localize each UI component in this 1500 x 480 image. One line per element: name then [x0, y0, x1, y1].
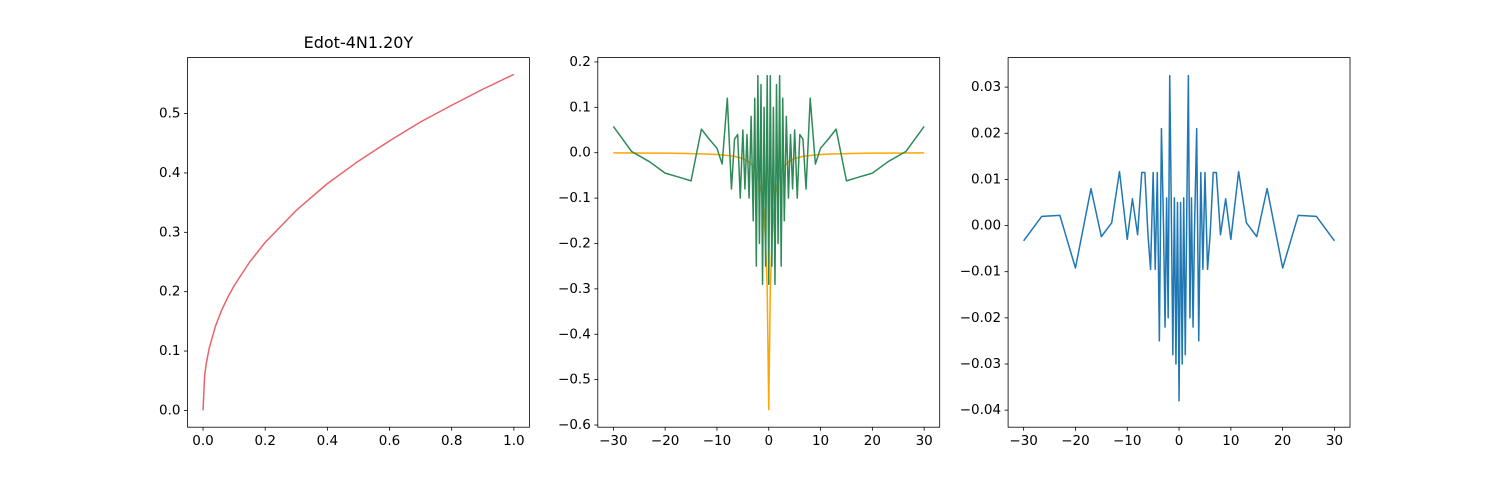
- y-tick-label: 0.03: [971, 79, 1001, 95]
- data-line: [202, 73, 515, 411]
- x-tick-label: 0.6: [379, 433, 400, 449]
- y-tick-label: −0.4: [558, 326, 591, 342]
- y-tick-label: −0.1: [558, 190, 591, 206]
- x-tick-label: 0: [764, 433, 773, 449]
- x-tick-label: 30: [916, 433, 933, 449]
- x-tick-label: 10: [812, 433, 829, 449]
- x-tick-label: 0.2: [254, 433, 275, 449]
- y-tick-label: 0.3: [159, 224, 180, 240]
- y-tick-label: 0.2: [569, 54, 590, 70]
- y-tick-label: −0.2: [558, 235, 591, 251]
- x-tick-label: −20: [1061, 433, 1090, 449]
- x-tick-label: 30: [1326, 433, 1343, 449]
- y-tick-label: 0.0: [569, 145, 590, 161]
- x-tick-label: −10: [1113, 433, 1142, 449]
- y-tick-label: 0.4: [159, 165, 180, 181]
- y-tick-label: 0.01: [971, 171, 1001, 187]
- y-tick-label: 0.00: [971, 218, 1001, 234]
- x-tick-label: −30: [1009, 433, 1038, 449]
- x-tick-label: −10: [703, 433, 732, 449]
- x-tick-label: 0.4: [317, 433, 338, 449]
- x-tick-label: 0: [1175, 433, 1184, 449]
- x-tick-label: 20: [1274, 433, 1291, 449]
- x-tick-label: 0.8: [441, 433, 462, 449]
- x-tick-label: −30: [599, 433, 628, 449]
- data-line: [612, 74, 925, 286]
- x-tick-label: 20: [864, 433, 881, 449]
- y-tick-label: 0.0: [159, 402, 180, 418]
- y-tick-label: 0.1: [159, 343, 180, 359]
- y-tick-label: 0.2: [159, 284, 180, 300]
- data-line: [613, 152, 925, 411]
- chart-title: Edot-4N1.20Y: [304, 33, 414, 52]
- y-tick-label: −0.02: [960, 310, 1001, 326]
- y-tick-label: −0.04: [960, 402, 1001, 418]
- x-tick-label: 10: [1222, 433, 1239, 449]
- y-tick-label: −0.5: [558, 372, 591, 388]
- data-line: [1023, 74, 1336, 402]
- y-tick-label: −0.3: [558, 281, 591, 297]
- x-tick-label: 0.0: [192, 433, 213, 449]
- x-tick-label: −20: [651, 433, 680, 449]
- y-tick-label: −0.03: [960, 356, 1001, 372]
- x-tick-label: 1.0: [503, 433, 524, 449]
- y-tick-label: 0.02: [971, 125, 1001, 141]
- axes-frame: [187, 57, 530, 428]
- y-tick-label: −0.6: [558, 417, 591, 433]
- y-tick-label: −0.01: [960, 264, 1001, 280]
- y-tick-label: 0.1: [569, 99, 590, 115]
- y-tick-label: 0.5: [159, 106, 180, 122]
